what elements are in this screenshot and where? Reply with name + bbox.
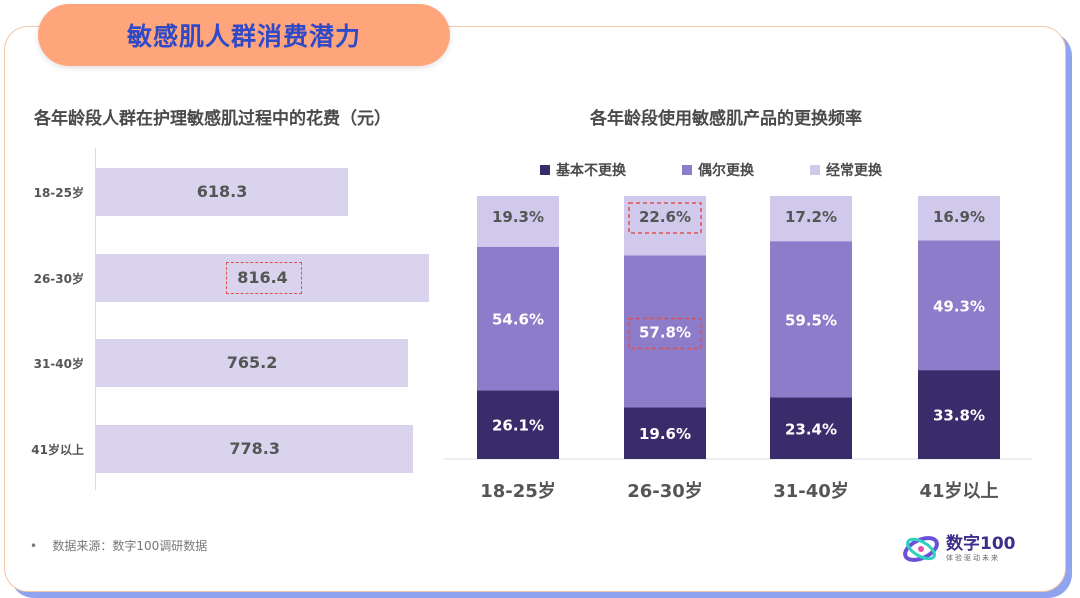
hbar-category-label: 18-25岁: [33, 186, 84, 200]
stack-segment: [624, 255, 706, 408]
stack-segment: [624, 196, 706, 256]
source-bullet: •: [30, 539, 38, 553]
stack-segment: [918, 370, 1000, 459]
segment-value-label: 23.4%: [785, 420, 837, 438]
segment-value-label: 59.5%: [785, 311, 837, 329]
x-category-label: 18-25岁: [480, 480, 556, 502]
stack-segment: [770, 196, 852, 242]
x-category-label: 26-30岁: [627, 480, 703, 502]
stack-segment: [770, 241, 852, 398]
title-banner: 敏感肌人群消费潜力: [38, 4, 450, 66]
segment-value-label: 22.6%: [639, 208, 691, 226]
source-note: • 数据来源：数字100调研数据: [30, 537, 207, 554]
stack-segment: [477, 390, 559, 459]
segment-value-label: 54.6%: [492, 311, 544, 329]
hbar-0: [96, 168, 349, 216]
stack-segment: [624, 407, 706, 459]
stack-segment: [477, 196, 559, 247]
segment-value-label: 19.3%: [492, 208, 544, 226]
segment-value-label: 17.2%: [785, 208, 837, 226]
legend-swatch-often: [810, 165, 820, 175]
hbar-category-label: 41岁以上: [31, 443, 84, 457]
stack-segment: [918, 196, 1000, 241]
segment-value-label: 33.8%: [933, 407, 985, 425]
left-chart-title: 各年龄段人群在护理敏感肌过程中的花费（元）: [34, 109, 391, 129]
highlight-box: [628, 202, 702, 234]
legend-item-often: 经常更换: [810, 160, 882, 180]
segment-value-label: 16.9%: [933, 208, 985, 226]
legend-label-often: 经常更换: [826, 163, 882, 179]
orbit-logo-icon: [903, 536, 939, 562]
brand-logo: 数字100 体验驱动未来: [902, 532, 1016, 566]
hbar-value-label: 618.3: [196, 182, 248, 201]
x-category-label: 31-40岁: [773, 480, 849, 502]
hbar-category-label: 26-30岁: [33, 272, 84, 286]
segment-value-label: 49.3%: [933, 297, 985, 315]
hbar-2: [96, 339, 409, 387]
stack-segment: [770, 397, 852, 459]
highlight-box: [225, 262, 302, 294]
segment-value-label: 26.1%: [492, 417, 544, 435]
segment-value-label: 19.6%: [639, 425, 691, 443]
page-title: 敏感肌人群消费潜力: [126, 22, 361, 51]
hbar-value-label: 765.2: [226, 353, 278, 372]
legend-swatch-never: [540, 165, 550, 175]
legend-label-occasionally: 偶尔更换: [698, 163, 754, 179]
segment-value-label: 57.8%: [639, 323, 691, 341]
right-chart-legend: 基本不更换 偶尔更换 经常更换: [540, 160, 938, 180]
stack-segment: [918, 240, 1000, 371]
hbar-value-label: 778.3: [229, 439, 281, 458]
logo-name: 数字100: [946, 534, 1016, 554]
hbar-value-label: 816.4: [237, 268, 288, 287]
source-text: 数据来源：数字100调研数据: [52, 539, 208, 553]
stack-segment: [477, 246, 559, 391]
legend-item-never: 基本不更换: [540, 160, 626, 180]
logo-slogan: 体验驱动未来: [946, 554, 1000, 562]
left-chart-axis: [95, 148, 96, 490]
x-category-label: 41岁以上: [919, 480, 998, 502]
legend-swatch-occasionally: [682, 165, 692, 175]
legend-label-never: 基本不更换: [556, 163, 626, 179]
hbar-category-label: 31-40岁: [33, 357, 84, 371]
right-chart-title: 各年龄段使用敏感肌产品的更换频率: [590, 109, 862, 129]
legend-item-occasionally: 偶尔更换: [682, 160, 754, 180]
hbar-3: [96, 425, 414, 473]
highlight-box: [628, 317, 702, 350]
